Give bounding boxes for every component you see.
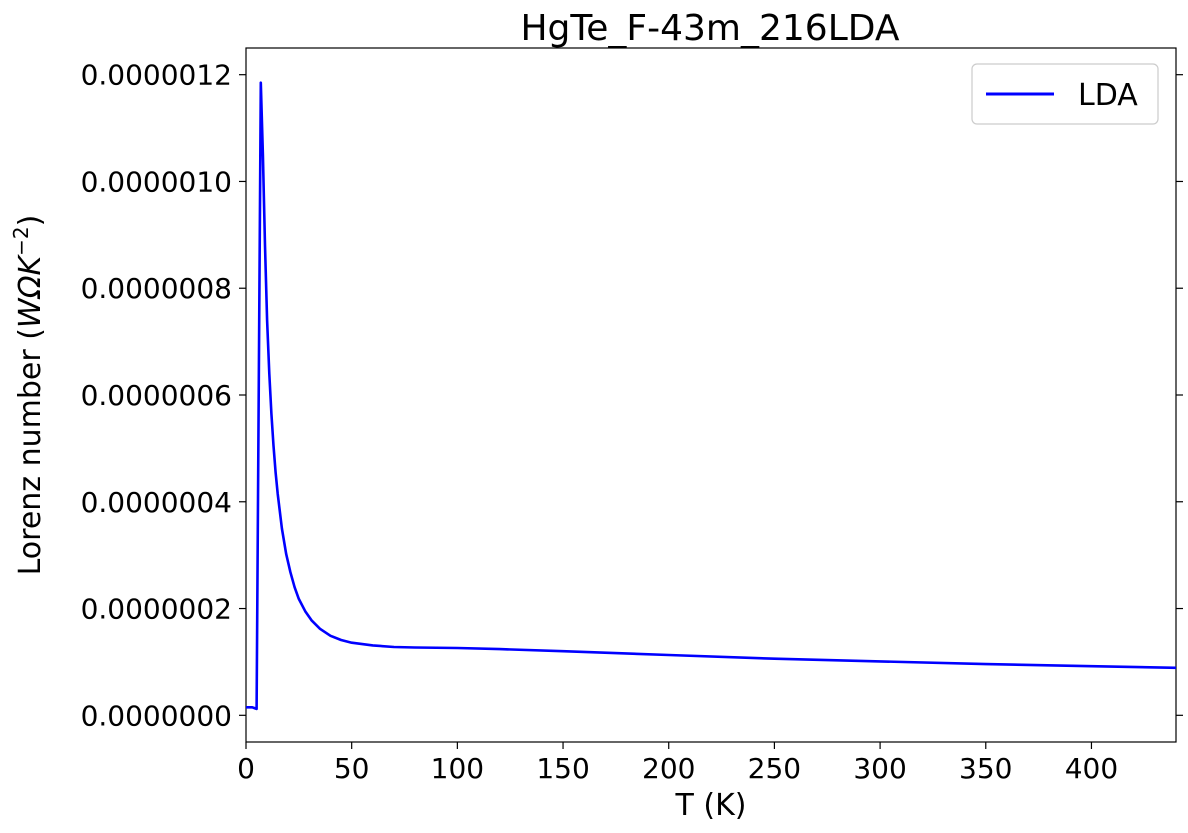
x-tick-label: 400 [1065,752,1118,785]
x-axis-label: T (K) [675,788,747,823]
y-axis-label-prefix: Lorenz number ( [13,328,48,575]
x-tick-label: 50 [334,752,370,785]
y-tick-label: 0.0000000 [81,699,232,732]
y-axis: 0.0000000 0.0000002 0.0000004 0.0000006 0.00… [81,59,1183,732]
y-tick-label: 0.0000008 [81,272,232,305]
legend-label-lda: LDA [1078,78,1138,113]
y-axis-label-exponent: −2 [9,226,33,255]
y-tick-label: 0.0000012 [81,59,232,92]
y-tick-label: 0.0000004 [81,486,232,519]
y-axis-label-suffix: ) [13,215,48,227]
x-tick-label: 300 [853,752,906,785]
legend: LDA [971,63,1159,125]
x-tick-label: 100 [431,752,484,785]
plot-area [245,47,1177,743]
x-tick-label: 250 [748,752,801,785]
y-tick-label: 0.0000002 [81,593,232,626]
chart-title: HgTe_F-43m_216LDA [520,8,899,49]
x-tick-label: 0 [237,752,255,785]
y-tick-label: 0.0000010 [81,165,232,198]
y-tick-label: 0.0000006 [81,379,232,412]
x-tick-label: 150 [536,752,589,785]
legend-box [971,63,1159,125]
series-line-lda [246,81,1177,711]
x-axis: 0 50 100 150 200 250 300 350 400 [237,742,1118,785]
x-tick-label: 200 [642,752,695,785]
x-tick-label: 350 [959,752,1012,785]
y-axis-label: Lorenz number (WΩK−2) [9,215,48,576]
y-axis-label-unit: WΩK [13,253,48,328]
series-layer [246,81,1177,711]
